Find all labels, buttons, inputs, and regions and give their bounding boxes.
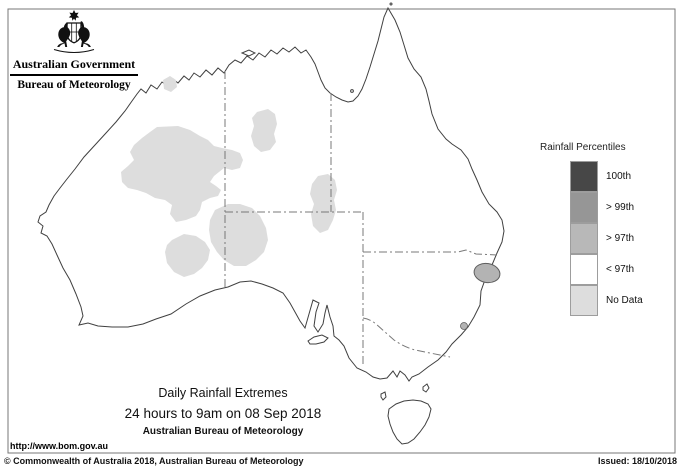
map-title-block: Daily Rainfall Extremes 24 hours to 9am … bbox=[103, 386, 343, 437]
state-borders bbox=[224, 71, 498, 366]
legend-item: No Data bbox=[570, 284, 643, 316]
legend-label: < 97th bbox=[606, 264, 635, 275]
border-qld-nsw bbox=[363, 249, 498, 256]
legend-label: > 99th bbox=[606, 202, 635, 213]
issued-date: Issued: 18/10/2018 bbox=[597, 456, 677, 466]
legend-label: > 97th bbox=[606, 233, 635, 244]
no-data-region-north-sa bbox=[209, 204, 268, 266]
legend-items: 100th > 99th > 97th < 97th No Data bbox=[570, 160, 643, 316]
map-frame bbox=[7, 8, 676, 454]
legend-swatch bbox=[570, 253, 598, 285]
map-subtitle-period: 24 hours to 9am on 08 Sep 2018 bbox=[124, 406, 322, 421]
no-data-region-south-wa bbox=[165, 234, 210, 277]
legend-item: < 97th bbox=[570, 253, 643, 285]
bureau-of-meteorology-title: Bureau of Meteorology bbox=[17, 79, 131, 91]
copyright-notice: © Commonwealth of Australia 2018, Austra… bbox=[4, 456, 304, 466]
map-subtitle-agency: Australian Bureau of Meteorology bbox=[142, 426, 304, 437]
rainfall-97th-region-sydney-coast bbox=[460, 322, 468, 330]
australian-government-title: Australian Government bbox=[10, 58, 138, 76]
legend-label: No Data bbox=[606, 295, 643, 306]
legend-swatch bbox=[570, 191, 598, 223]
rainfall-97th-region-north-nsw bbox=[473, 262, 501, 284]
gulf-island-dot bbox=[350, 89, 354, 93]
flinders-island bbox=[422, 383, 430, 393]
government-header: Australian Government Bureau of Meteorol… bbox=[10, 10, 138, 92]
torres-strait-dot bbox=[389, 2, 393, 6]
legend-label: 100th bbox=[606, 171, 632, 182]
no-data-region-central-wa bbox=[121, 126, 243, 222]
rainfall-97th-regions bbox=[460, 262, 501, 330]
king-island bbox=[380, 391, 387, 401]
no-data-region-nt-sa-qld-junction bbox=[310, 174, 337, 233]
legend-swatch bbox=[570, 222, 598, 254]
australian-coat-of-arms-icon bbox=[53, 10, 95, 54]
map-title: Daily Rainfall Extremes bbox=[158, 386, 288, 400]
tasmania-outline bbox=[387, 399, 432, 445]
no-data-region-nt bbox=[251, 109, 277, 152]
melville-island bbox=[240, 49, 257, 57]
legend-title: Rainfall Percentiles bbox=[540, 142, 626, 153]
border-nsw-vic bbox=[362, 317, 451, 358]
legend-item: 100th bbox=[570, 160, 643, 192]
bom-url: http://www.bom.gov.au bbox=[10, 441, 108, 451]
no-data-regions bbox=[121, 76, 337, 277]
australia-mainland-outline bbox=[37, 6, 505, 382]
legend-item: > 97th bbox=[570, 222, 643, 254]
no-data-region-kimberley-coast bbox=[163, 76, 177, 92]
legend-item: > 99th bbox=[570, 191, 643, 223]
legend-swatch bbox=[570, 284, 598, 316]
islands bbox=[240, 2, 432, 445]
kangaroo-island bbox=[307, 334, 329, 345]
legend-swatch bbox=[570, 160, 598, 192]
